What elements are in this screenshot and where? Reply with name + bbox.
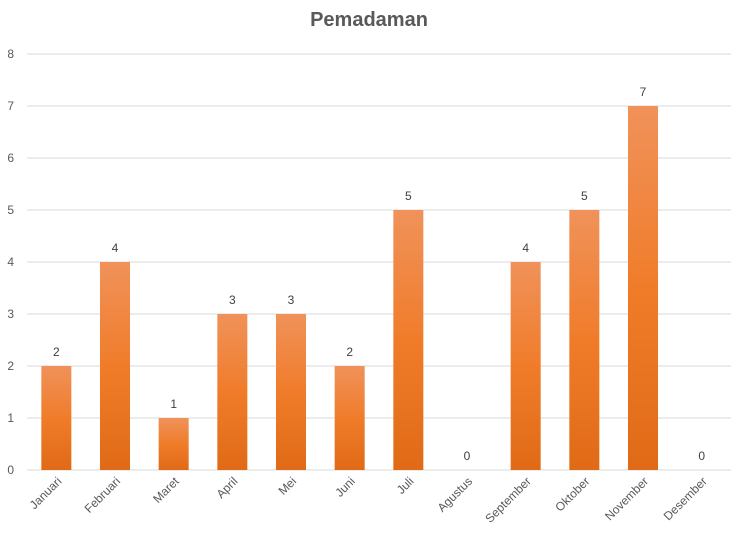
x-tick-label: November — [602, 474, 651, 523]
data-label: 5 — [405, 189, 412, 203]
data-label: 4 — [112, 241, 119, 255]
bar-maret — [158, 418, 189, 470]
bar-april — [217, 314, 248, 470]
bar-januari — [41, 366, 72, 470]
x-axis-ticks: Januari Februari Maret April Mei Juni Juli Agus… — [27, 474, 710, 526]
y-tick-label: 3 — [7, 307, 14, 321]
y-tick-label: 0 — [7, 463, 14, 477]
x-tick-label: Juni — [332, 474, 357, 499]
x-tick-label: Maret — [150, 474, 182, 506]
data-labels: 2 4 1 3 3 2 5 0 4 5 7 0 — [53, 85, 705, 463]
data-label: 3 — [229, 293, 236, 307]
bar-juli — [393, 210, 424, 470]
data-label: 0 — [698, 449, 705, 463]
bar-oktober — [569, 210, 600, 470]
x-tick-label: April — [214, 474, 241, 501]
x-tick-label: Agustus — [435, 474, 476, 515]
data-label: 7 — [640, 85, 647, 99]
y-tick-label: 6 — [7, 151, 14, 165]
x-tick-label: Mei — [276, 474, 300, 498]
data-label: 4 — [522, 241, 529, 255]
y-tick-label: 2 — [7, 359, 14, 373]
chart-title: Pemadaman — [310, 9, 428, 31]
bar-november — [628, 106, 658, 470]
x-tick-label: Oktober — [552, 474, 592, 514]
y-tick-label: 5 — [7, 203, 14, 217]
y-tick-label: 8 — [7, 47, 14, 61]
y-tick-label: 4 — [7, 255, 14, 269]
x-tick-label: Juli — [394, 474, 417, 497]
bar-september — [510, 262, 541, 470]
x-tick-label: September — [482, 474, 533, 525]
x-tick-label: Februari — [82, 474, 123, 515]
bars — [41, 106, 658, 470]
y-tick-label: 7 — [7, 99, 14, 113]
data-label: 3 — [288, 293, 295, 307]
bar-mei — [276, 314, 306, 470]
data-label: 2 — [53, 345, 60, 359]
gridlines — [27, 53, 731, 471]
bar-juni — [334, 366, 365, 470]
y-axis-ticks: 0 1 2 3 4 5 6 7 8 — [7, 47, 14, 477]
data-label: 5 — [581, 189, 588, 203]
bar-februari — [100, 262, 130, 470]
data-label: 1 — [170, 397, 177, 411]
data-label: 2 — [346, 345, 353, 359]
y-tick-label: 1 — [7, 411, 14, 425]
x-tick-label: Januari — [27, 474, 65, 512]
data-label: 0 — [464, 449, 471, 463]
x-tick-label: Desember — [661, 474, 710, 523]
